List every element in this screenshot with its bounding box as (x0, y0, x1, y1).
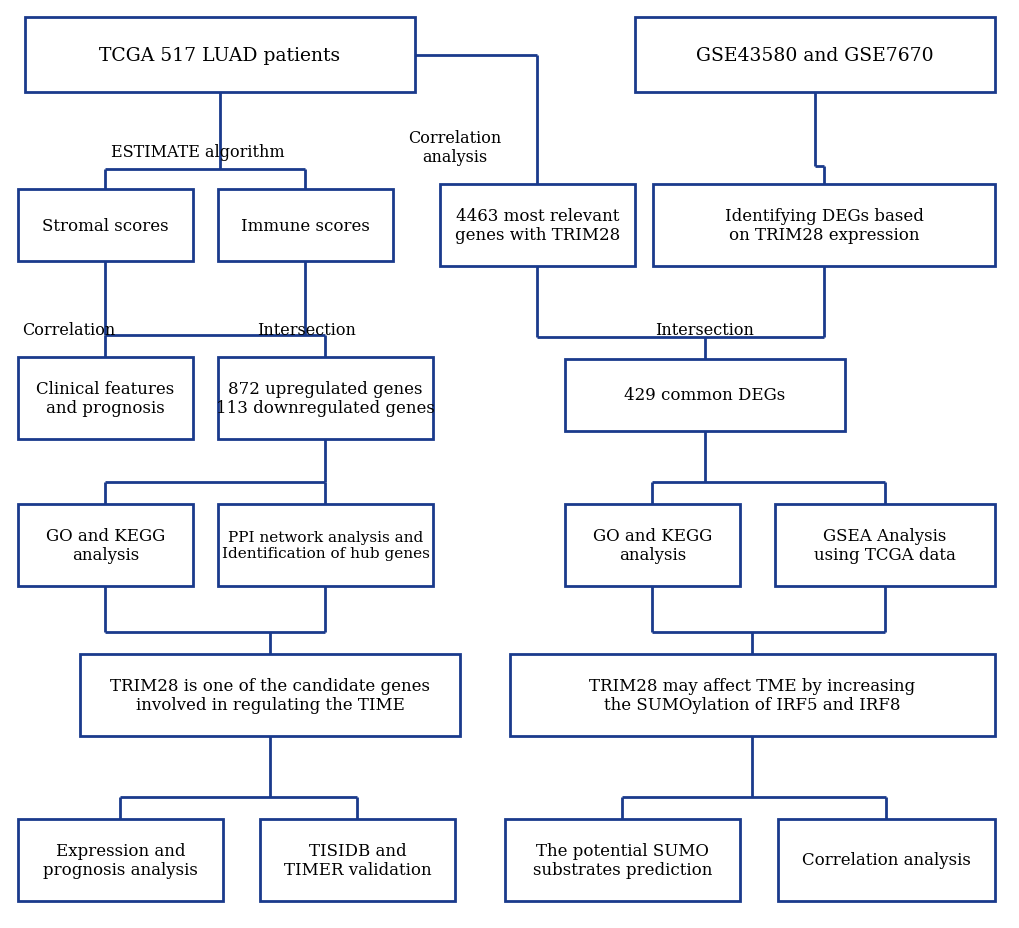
Text: GO and KEGG
analysis: GO and KEGG analysis (46, 527, 165, 563)
Text: TRIM28 is one of the candidate genes
involved in regulating the TIME: TRIM28 is one of the candidate genes inv… (110, 677, 430, 714)
Text: TISIDB and
TIMER validation: TISIDB and TIMER validation (283, 842, 431, 879)
Text: GSE43580 and GSE7670: GSE43580 and GSE7670 (696, 46, 933, 64)
FancyBboxPatch shape (504, 819, 739, 901)
Text: Expression and
prognosis analysis: Expression and prognosis analysis (43, 842, 198, 879)
FancyBboxPatch shape (652, 185, 994, 266)
Text: ESTIMATE algorithm: ESTIMATE algorithm (111, 143, 284, 161)
Text: The potential SUMO
substrates prediction: The potential SUMO substrates prediction (532, 842, 711, 879)
FancyBboxPatch shape (18, 190, 193, 262)
Text: Identifying DEGs based
on TRIM28 expression: Identifying DEGs based on TRIM28 express… (723, 208, 922, 244)
Text: Stromal scores: Stromal scores (42, 217, 169, 234)
Text: Immune scores: Immune scores (240, 217, 370, 234)
Text: GSEA Analysis
using TCGA data: GSEA Analysis using TCGA data (813, 527, 955, 563)
FancyBboxPatch shape (218, 505, 433, 586)
FancyBboxPatch shape (25, 18, 415, 93)
FancyBboxPatch shape (18, 357, 193, 440)
FancyBboxPatch shape (565, 360, 844, 432)
Text: TCGA 517 LUAD patients: TCGA 517 LUAD patients (99, 46, 340, 64)
Text: Correlation
analysis: Correlation analysis (408, 130, 501, 166)
Text: Clinical features
and prognosis: Clinical features and prognosis (37, 380, 174, 417)
FancyBboxPatch shape (565, 505, 739, 586)
FancyBboxPatch shape (777, 819, 994, 901)
Text: 872 upregulated genes
113 downregulated genes: 872 upregulated genes 113 downregulated … (216, 380, 434, 417)
FancyBboxPatch shape (774, 505, 994, 586)
Text: GO and KEGG
analysis: GO and KEGG analysis (592, 527, 711, 563)
Text: TRIM28 may affect TME by increasing
the SUMOylation of IRF5 and IRF8: TRIM28 may affect TME by increasing the … (589, 677, 915, 714)
Text: 4463 most relevant
genes with TRIM28: 4463 most relevant genes with TRIM28 (454, 208, 620, 244)
FancyBboxPatch shape (18, 505, 193, 586)
FancyBboxPatch shape (510, 654, 994, 736)
FancyBboxPatch shape (18, 819, 223, 901)
FancyBboxPatch shape (79, 654, 460, 736)
Text: Correlation analysis: Correlation analysis (801, 852, 970, 869)
FancyBboxPatch shape (635, 18, 994, 93)
FancyBboxPatch shape (218, 190, 392, 262)
FancyBboxPatch shape (260, 819, 454, 901)
Text: Intersection: Intersection (258, 321, 356, 338)
FancyBboxPatch shape (439, 185, 635, 266)
Text: PPI network analysis and
Identification of hub genes: PPI network analysis and Identification … (221, 530, 429, 561)
Text: Correlation: Correlation (22, 321, 115, 338)
FancyBboxPatch shape (218, 357, 433, 440)
Text: Intersection: Intersection (655, 321, 754, 338)
Text: 429 common DEGs: 429 common DEGs (624, 387, 785, 404)
